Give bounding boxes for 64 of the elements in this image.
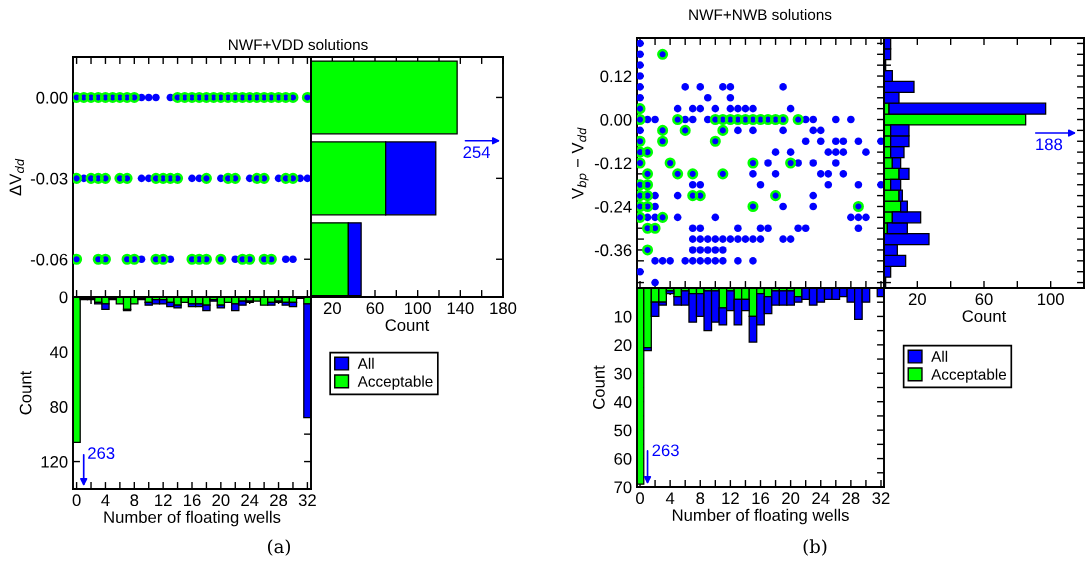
x-tick-label: 0 (636, 492, 644, 505)
y-tick-label: 80 (50, 401, 68, 413)
legend-label: All (931, 350, 948, 362)
legend-label: Acceptable (357, 375, 433, 390)
y-tick-label: 0.12 (600, 70, 632, 83)
legend-label: All (357, 357, 374, 369)
y-axis-title: V$_{bp}$ − V$_{dd}$ (571, 127, 589, 200)
x-axis-title: Count (962, 310, 1007, 323)
chart-title: NWF+VDD solutions (229, 38, 368, 51)
x-tick-label: 60 (975, 293, 993, 306)
x-tick-label: 20 (212, 494, 230, 507)
x-axis-title: Number of floating wells (672, 508, 849, 525)
x-tick-label: 8 (130, 494, 139, 507)
x-axis-title: Number of floating wells (104, 510, 281, 527)
y-tick-label: 120 (41, 455, 68, 468)
x-tick-label: 100 (1038, 293, 1064, 306)
x-tick-label: 20 (782, 492, 800, 505)
annotation: 188 (1036, 138, 1063, 151)
x-tick-label: 4 (665, 492, 675, 504)
y-tick-label: -0.03 (30, 172, 68, 185)
text: (b) (803, 539, 827, 556)
y-tick-label: 30 (614, 367, 632, 380)
x-tick-label: 180 (490, 302, 517, 315)
x-tick-label: 16 (184, 494, 201, 507)
x-tick-label: 8 (696, 492, 705, 505)
y-tick-label: 70 (614, 481, 632, 494)
x-tick-label: 0 (72, 494, 81, 507)
y-tick-label: 40 (613, 396, 632, 408)
legend-label: Acceptable (931, 368, 1007, 383)
annotation: 263 (88, 447, 115, 459)
x-axis-title: Count (385, 319, 430, 332)
y-tick-label: -0.36 (594, 244, 632, 257)
x-tick-label: 28 (270, 494, 288, 507)
y-tick-label: 60 (614, 452, 632, 465)
text: (a) (268, 539, 290, 556)
x-tick-label: 4 (101, 494, 110, 506)
annotation: 263 (652, 444, 679, 457)
y-axis-title: Count (592, 365, 605, 409)
y-tick-label: -0.24 (594, 200, 632, 213)
x-tick-label: 60 (366, 302, 384, 315)
x-tick-label: 28 (842, 492, 860, 505)
x-tick-label: 100 (405, 302, 431, 315)
x-tick-label: 24 (241, 494, 259, 506)
y-axis-title: ΔV$_{dd}$ (9, 158, 25, 196)
y-axis-title: Count (19, 370, 32, 415)
x-tick-label: 12 (155, 494, 172, 506)
x-tick-label: 20 (908, 293, 926, 306)
x-tick-label: 20 (323, 302, 341, 315)
y-tick-label: 50 (614, 424, 632, 437)
x-tick-label: 140 (447, 302, 474, 315)
x-tick-label: 12 (722, 492, 739, 504)
y-tick-label: 0.00 (36, 91, 68, 104)
chart-title: NWF+NWB solutions (689, 8, 832, 21)
y-tick-label: 40 (49, 346, 68, 359)
x-tick-label: 16 (752, 492, 770, 505)
y-tick-label: 20 (614, 339, 632, 352)
y-tick-label: 0.00 (600, 113, 632, 126)
y-tick-label: 10 (614, 310, 632, 323)
x-tick-label: 32 (298, 494, 316, 507)
y-tick-label: -0.12 (594, 157, 632, 170)
y-tick-label: -0.06 (30, 253, 68, 266)
x-tick-label: 24 (812, 492, 830, 504)
annotation: 254 (463, 146, 490, 159)
x-tick-label: 32 (872, 492, 890, 505)
